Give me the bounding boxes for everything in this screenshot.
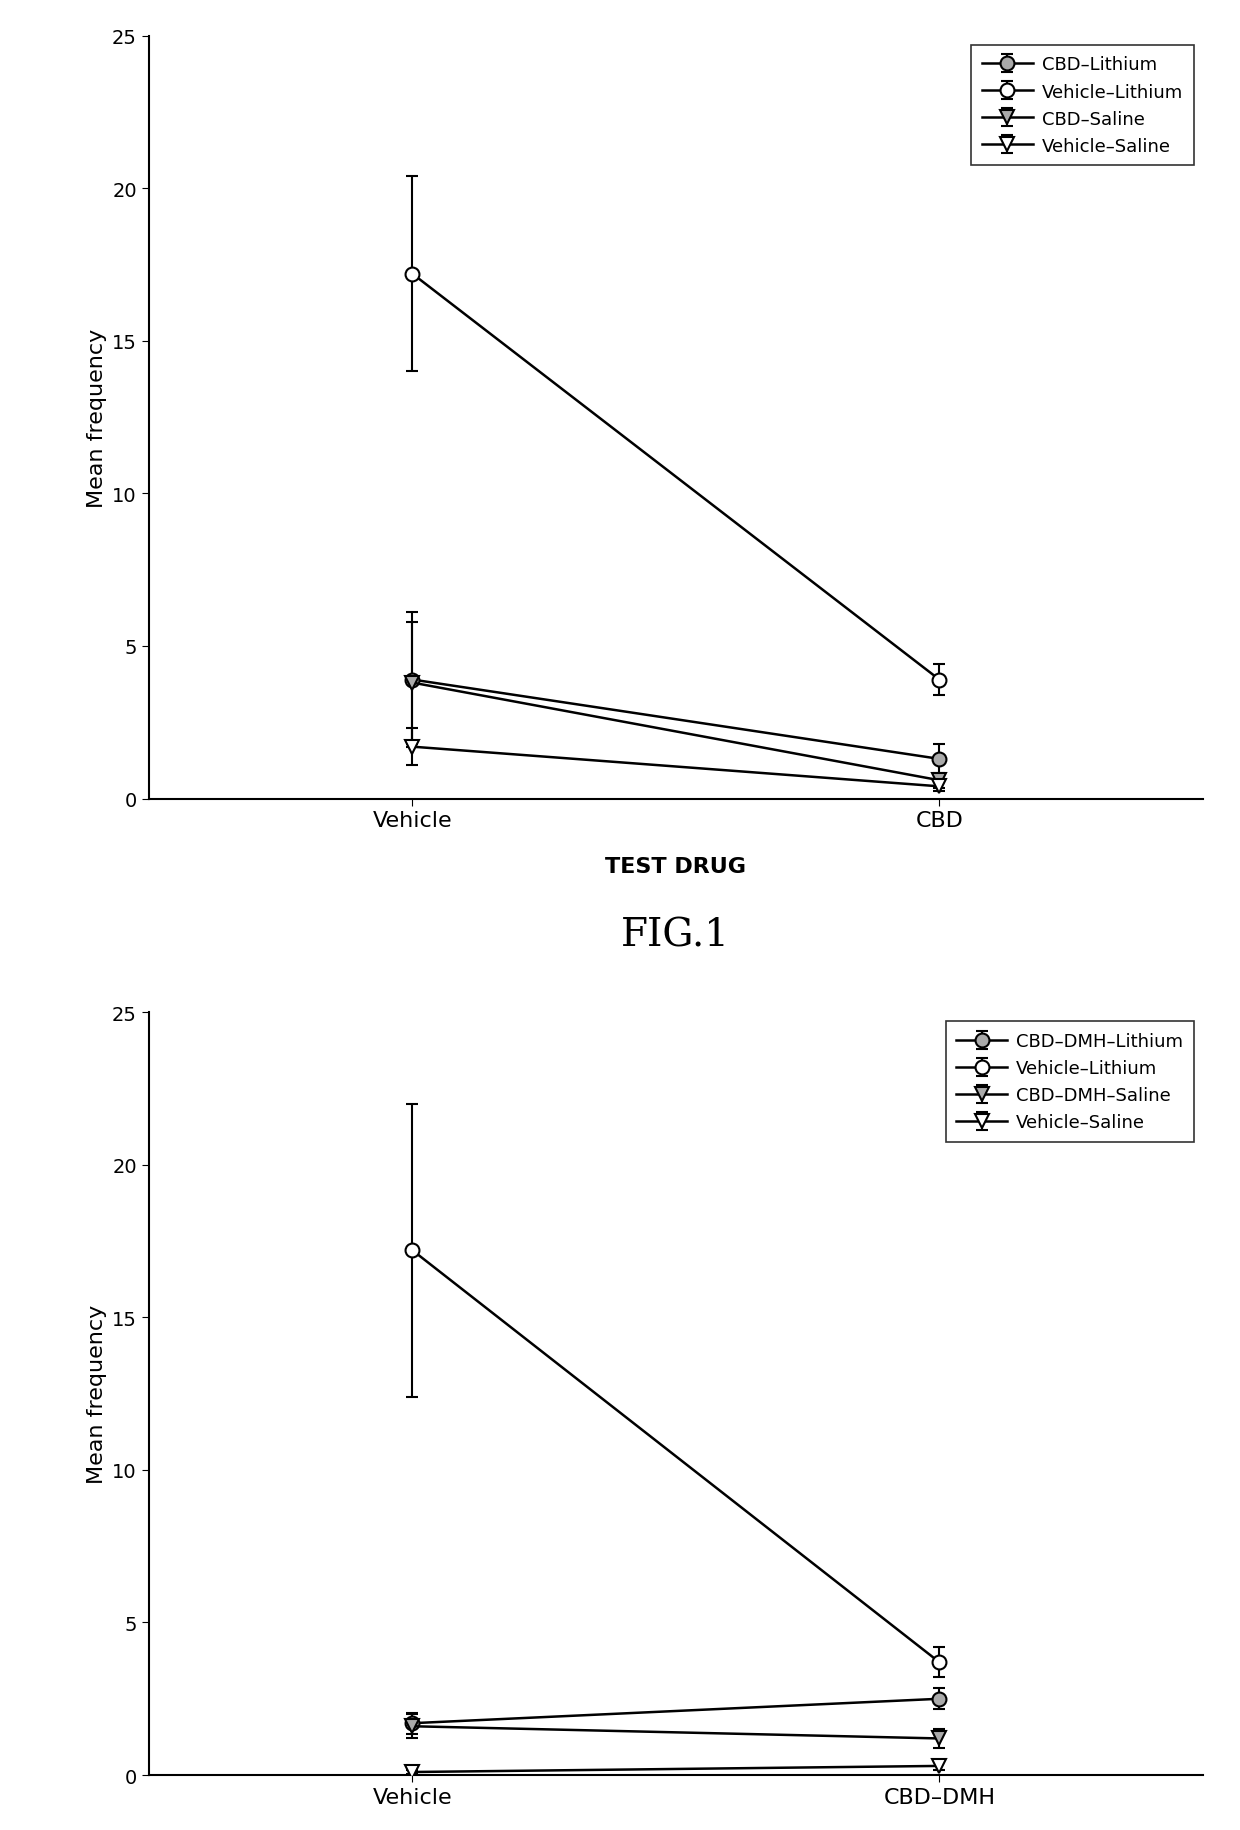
Y-axis label: Mean frequency: Mean frequency [87, 328, 107, 507]
Text: FIG.1: FIG.1 [621, 917, 730, 953]
Legend: CBD–Lithium, Vehicle–Lithium, CBD–Saline, Vehicle–Saline: CBD–Lithium, Vehicle–Lithium, CBD–Saline… [971, 46, 1194, 167]
Legend: CBD–DMH–Lithium, Vehicle–Lithium, CBD–DMH–Saline, Vehicle–Saline: CBD–DMH–Lithium, Vehicle–Lithium, CBD–DM… [946, 1021, 1194, 1142]
Y-axis label: Mean frequency: Mean frequency [87, 1305, 107, 1484]
Text: TEST DRUG: TEST DRUG [605, 856, 746, 877]
